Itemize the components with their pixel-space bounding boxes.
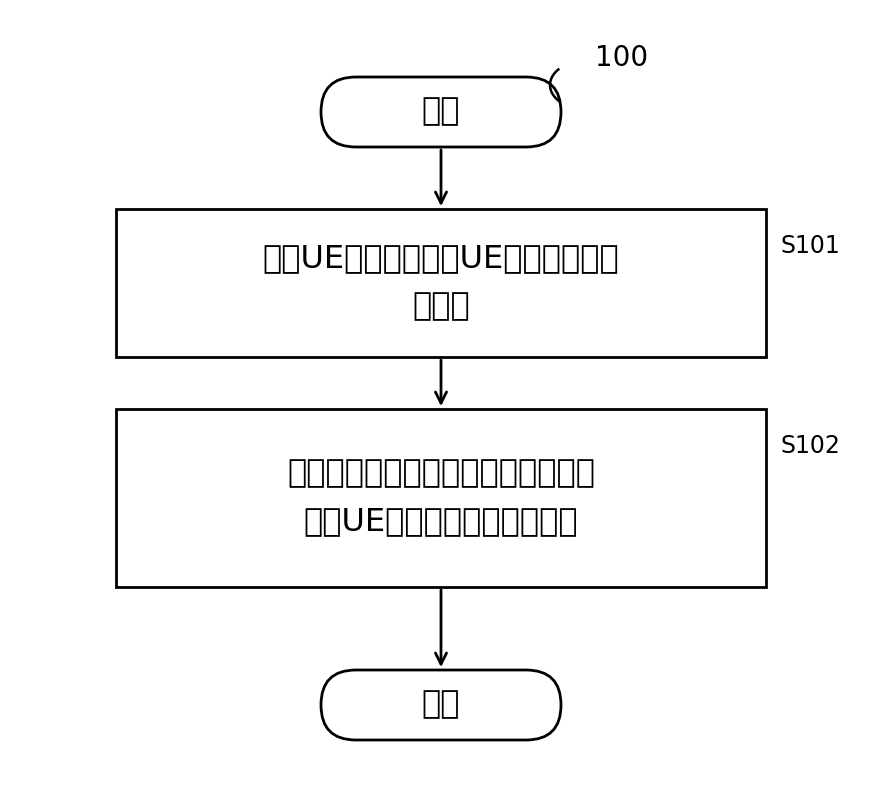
Text: 基于所述数据包优先级信息，对所述
当前UE的数据包传输进行控制: 基于所述数据包优先级信息，对所述 当前UE的数据包传输进行控制 [287, 458, 595, 537]
Text: 当前UE获取关于其它UE的数据包优先
级信息: 当前UE获取关于其它UE的数据包优先 级信息 [263, 244, 619, 322]
FancyBboxPatch shape [116, 409, 766, 587]
Text: 结束: 结束 [422, 689, 460, 720]
FancyBboxPatch shape [321, 670, 561, 740]
Text: S102: S102 [781, 434, 841, 458]
FancyBboxPatch shape [116, 209, 766, 357]
Text: 100: 100 [595, 44, 648, 72]
FancyBboxPatch shape [321, 77, 561, 147]
Text: S101: S101 [781, 234, 841, 258]
Text: 开始: 开始 [422, 96, 460, 127]
